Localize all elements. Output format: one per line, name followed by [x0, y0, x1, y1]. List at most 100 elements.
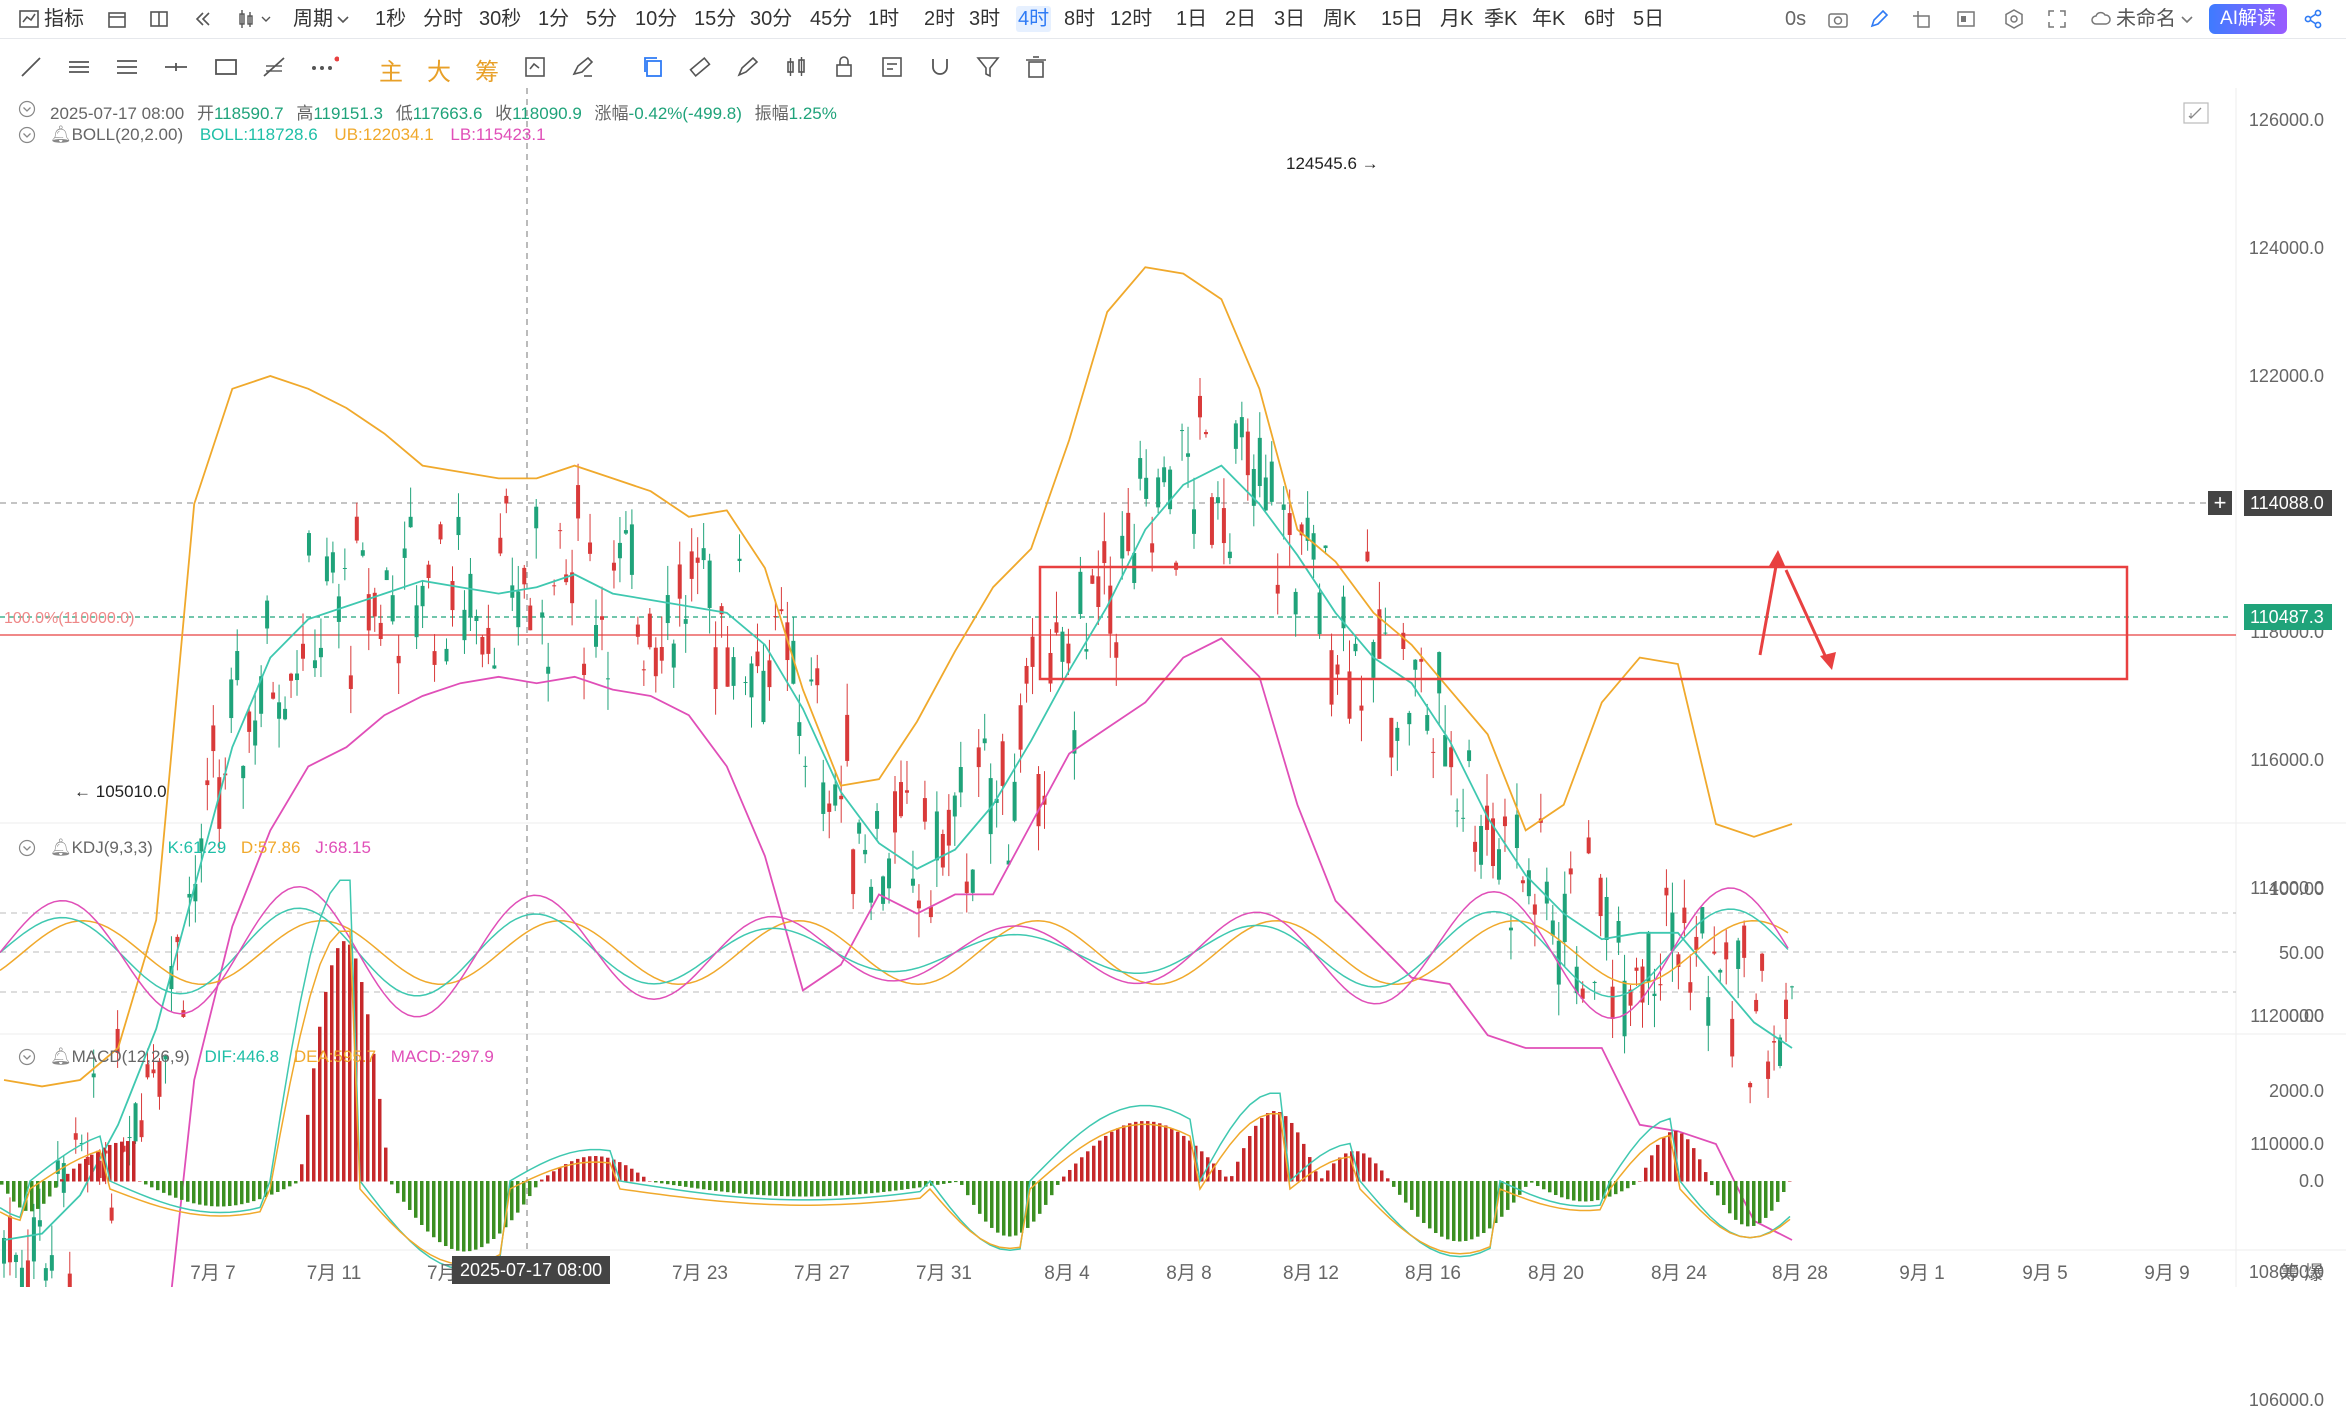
brush-icon[interactable] [735, 54, 761, 80]
kdj-name[interactable]: KDJ(9,3,3) [71, 838, 153, 857]
interval-tab[interactable]: 10分 [635, 8, 678, 30]
candle-body [994, 798, 999, 803]
macd-bar [822, 1181, 826, 1197]
lock-icon[interactable] [831, 54, 857, 80]
interval-tab[interactable]: 3时 [969, 8, 1001, 30]
candle-body [1670, 912, 1675, 951]
candle-body [1502, 816, 1507, 827]
more-tools-icon[interactable] [309, 54, 339, 80]
period-dropdown[interactable]: 周期 [293, 8, 333, 30]
macd-dif-line [0, 879, 1791, 1270]
interval-tab[interactable]: 1秒 [375, 8, 407, 30]
collapse-chevron-icon[interactable] [18, 100, 36, 118]
interval-tab[interactable]: 分时 [423, 8, 463, 30]
calendar-icon[interactable] [106, 8, 128, 30]
interval-tab[interactable]: 8时 [1064, 8, 1096, 30]
interval-tab[interactable]: 季K [1484, 8, 1518, 30]
macd-bar [96, 1150, 100, 1182]
collapse-chevron-icon[interactable] [18, 839, 36, 857]
bar-style-icon[interactable] [783, 54, 809, 80]
pen-icon[interactable] [1868, 8, 1890, 30]
layout-name-dropdown[interactable]: 未命名 [2116, 8, 2176, 30]
horizontal-line-icon[interactable] [163, 54, 189, 80]
interval-tab[interactable]: 2日 [1225, 8, 1257, 30]
candle-body [1120, 535, 1125, 559]
interval-tab[interactable]: 15日 [1381, 8, 1424, 30]
maximize-pane-icon[interactable] [2183, 102, 2209, 124]
interval-tab[interactable]: 1时 [868, 8, 900, 30]
indicator-icon[interactable] [18, 8, 40, 30]
macd-bar [1200, 1151, 1204, 1182]
rewind-icon[interactable] [192, 8, 214, 30]
macd-bar [1380, 1170, 1384, 1182]
collapse-chevron-icon[interactable] [18, 1048, 36, 1066]
macd-bar [588, 1156, 592, 1182]
interval-tab[interactable]: 45分 [810, 8, 853, 30]
magnet-icon[interactable] [927, 54, 953, 80]
filter-icon[interactable] [975, 54, 1001, 80]
macd-bar [336, 948, 340, 1182]
rectangle-tool-icon[interactable] [213, 54, 239, 80]
parallel-lines-icon[interactable] [66, 54, 92, 80]
macd-bar [678, 1181, 682, 1186]
interval-tab[interactable]: 12时 [1110, 8, 1153, 30]
chevron-down-icon [337, 16, 349, 24]
interval-tab[interactable]: 周K [1323, 8, 1357, 30]
candle-body [372, 592, 377, 617]
kline-chart[interactable] [0, 88, 2346, 1287]
fullscreen-exit-icon[interactable] [1910, 8, 1932, 30]
macd-bar [840, 1181, 844, 1196]
candle-body [1664, 887, 1669, 896]
candle-body [498, 537, 503, 554]
collapse-chevron-icon[interactable] [18, 126, 36, 144]
interval-tab[interactable]: 月K [1440, 8, 1474, 30]
note-icon[interactable] [879, 54, 905, 80]
interval-tab[interactable]: 5日 [1633, 8, 1665, 30]
time-tick: 7月 11 [306, 1263, 362, 1284]
price-tick: 108000.0 [2248, 1262, 2324, 1282]
interval-tab[interactable]: 3日 [1274, 8, 1306, 30]
indicators-button[interactable]: 指标 [44, 8, 84, 30]
main-force-toggle[interactable]: 主 [379, 59, 403, 86]
interval-tab[interactable]: 6时 [1584, 8, 1616, 30]
interval-tab[interactable]: 30秒 [479, 8, 522, 30]
candle-body [671, 643, 676, 668]
trash-icon[interactable] [1023, 54, 1049, 80]
copy-icon[interactable] [640, 54, 666, 80]
candle-body [1227, 551, 1232, 559]
ai-interpret-button[interactable]: AI解读 [2209, 4, 2287, 34]
channel-icon[interactable] [114, 54, 140, 80]
boll-mid-value: BOLL:118728.6 [199, 125, 318, 144]
interval-tab[interactable]: 4时 [1016, 6, 1052, 32]
compare-icon[interactable] [522, 54, 548, 80]
candle-type-icon[interactable] [236, 8, 276, 30]
fib-tool-icon[interactable] [261, 54, 287, 80]
macd-name[interactable]: MACD(12,26,9) [71, 1047, 190, 1066]
macd-bar [1224, 1176, 1228, 1182]
add-alert-plus-icon[interactable]: + [2208, 491, 2232, 515]
macd-bar [618, 1162, 622, 1182]
layout-icon[interactable] [148, 8, 170, 30]
interval-tab[interactable]: 年K [1532, 8, 1566, 30]
pencil-edit-icon[interactable] [570, 54, 596, 80]
chips-toggle[interactable]: 筹 [475, 59, 499, 86]
interval-tab[interactable]: 2时 [924, 8, 956, 30]
settings-gear-icon[interactable] [2003, 8, 2025, 30]
camera-icon[interactable] [1827, 8, 1849, 30]
template-icon[interactable] [1955, 8, 1977, 30]
interval-tab[interactable]: 30分 [750, 8, 793, 30]
interval-tab[interactable]: 5分 [586, 8, 618, 30]
macd-bar [348, 944, 352, 1182]
big-order-toggle[interactable]: 大 [427, 59, 451, 86]
boll-name[interactable]: BOLL(20,2.00) [71, 125, 184, 144]
macd-bar [444, 1181, 448, 1247]
line-tool-icon[interactable] [18, 54, 44, 80]
interval-tab[interactable]: 1分 [538, 8, 570, 30]
interval-tab[interactable]: 1日 [1176, 8, 1208, 30]
share-icon[interactable] [2302, 8, 2324, 30]
expand-icon[interactable] [2046, 8, 2068, 30]
candle-body [1413, 659, 1418, 670]
time-tick: 7月 7 [190, 1263, 236, 1284]
ruler-icon[interactable] [687, 54, 713, 80]
interval-tab[interactable]: 15分 [694, 8, 737, 30]
